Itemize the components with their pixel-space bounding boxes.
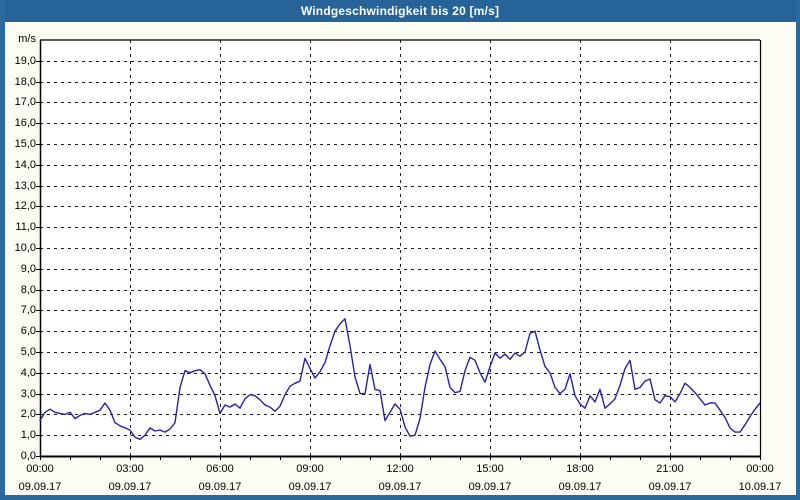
y-tick-label: 2,0 <box>20 408 36 421</box>
x-tick-date-label: 09.09.17 <box>648 481 692 493</box>
y-tick-label: 10,0 <box>14 242 36 254</box>
y-tick-label: 5,0 <box>20 346 36 358</box>
y-tick-label: 19,0 <box>14 54 36 67</box>
y-tick-label: 7,0 <box>20 304 36 317</box>
x-tick-time-label: 03:00 <box>116 463 144 475</box>
window-border-left <box>0 0 5 500</box>
y-tick-label: 0,0 <box>20 450 36 462</box>
y-tick-label: 6,0 <box>20 325 36 338</box>
y-tick-label: 1,0 <box>20 429 36 442</box>
x-tick-date-label: 10.09.17 <box>738 481 782 493</box>
x-tick-time-label: 00:00 <box>26 463 54 475</box>
x-tick-date-label: 09.09.17 <box>18 481 62 493</box>
wind-speed-chart <box>36 39 762 460</box>
title-bar: Windgeschwindigkeit bis 20 [m/s] <box>0 0 800 22</box>
y-axis-unit-label: m/s <box>18 33 36 45</box>
x-tick-time-label: 06:00 <box>206 463 234 475</box>
y-tick-label: 11,0 <box>15 221 36 234</box>
x-tick-date-label: 09.09.17 <box>558 481 602 493</box>
y-tick-label: 18,0 <box>14 75 36 88</box>
y-tick-label: 15,0 <box>14 138 36 150</box>
wind-speed-line <box>39 318 761 441</box>
x-tick-date-label: 09.09.17 <box>378 481 422 493</box>
y-tick-label: 12,0 <box>14 200 36 213</box>
chart-area: m/s 0,0 1,0 2,0 3,0 4,0 5,0 6,0 7,0 8,0 9,0 10,0 11,… <box>0 22 800 500</box>
window-border-bottom <box>0 495 800 500</box>
x-tick-time-label: 15:00 <box>476 463 504 475</box>
x-tick-time-label: 09:00 <box>296 463 324 475</box>
x-tick-date-label: 09.09.17 <box>468 481 512 493</box>
chart-title: Windgeschwindigkeit bis 20 [m/s] <box>300 4 500 18</box>
x-tick-date-label: 09.09.17 <box>288 481 332 493</box>
x-tick-time-label: 12:00 <box>386 463 414 475</box>
x-tick-time-label: 18:00 <box>566 463 594 475</box>
x-tick-date-label: 09.09.17 <box>198 481 242 493</box>
y-tick-label: 8,0 <box>20 283 36 296</box>
y-tick-label: 9,0 <box>20 262 36 275</box>
y-tick-label: 17,0 <box>14 96 36 109</box>
x-tick-date-label: 09.09.17 <box>108 481 152 493</box>
y-tick-label: 16,0 <box>14 117 36 130</box>
y-tick-label: 4,0 <box>20 366 36 379</box>
y-tick-label: 14,0 <box>14 158 36 171</box>
window-border-right <box>796 0 800 500</box>
x-tick-time-label: 21:00 <box>656 463 684 475</box>
x-tick-time-label: 00:00 <box>746 463 774 475</box>
y-tick-label: 3,0 <box>20 387 36 400</box>
y-tick-label: 13,0 <box>14 179 36 192</box>
